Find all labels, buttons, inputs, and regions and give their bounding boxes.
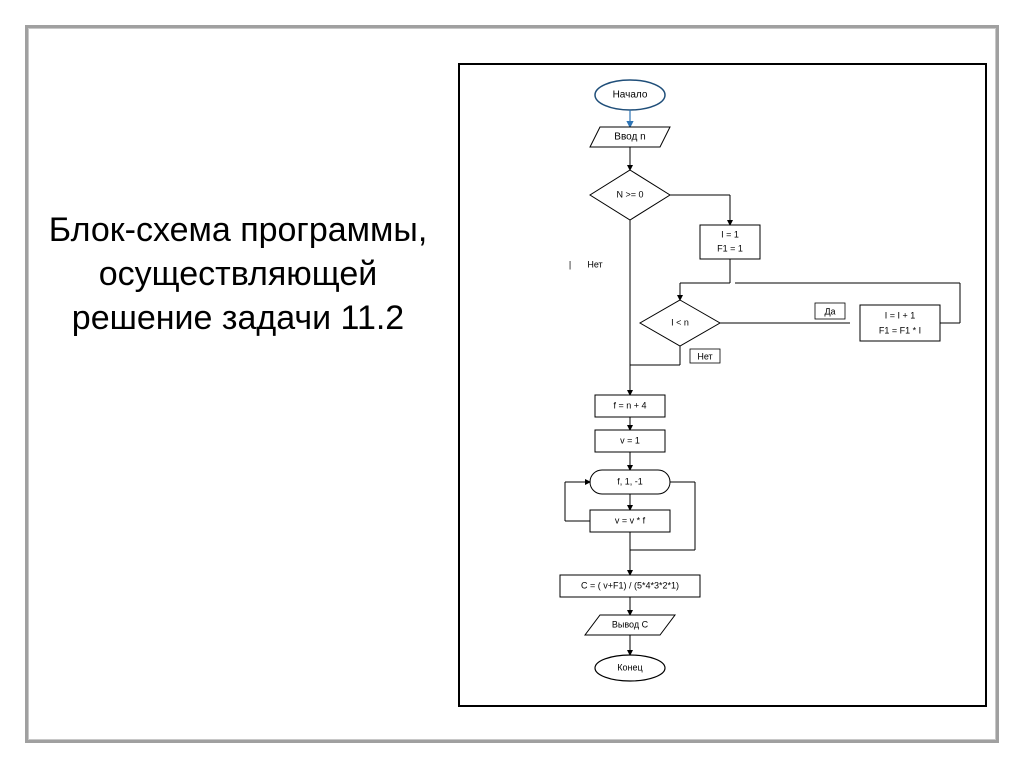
- node-loop1-l2: F1 = F1 * I: [879, 325, 921, 335]
- node-loop-hdr-label: f, 1, -1: [617, 476, 643, 486]
- node-proc-vf-label: v = v * f: [615, 515, 646, 525]
- node-proc-c-label: C = ( v+F1) / (5*4*3*2*1): [581, 580, 679, 590]
- node-input-label: Ввод n: [614, 132, 645, 143]
- node-init-l2: F1 = 1: [717, 243, 743, 253]
- slide-inner-frame: Блок-схема программы, осуществляющей реш…: [25, 25, 999, 743]
- slide-title: Блок-схема программы, осуществляющей реш…: [48, 208, 428, 341]
- label-yes: Да: [824, 306, 835, 316]
- slide: Блок-схема программы, осуществляющей реш…: [0, 0, 1024, 768]
- node-start-label: Начало: [613, 90, 648, 101]
- node-proc-v-label: v = 1: [620, 435, 640, 445]
- label-no2: Нет: [697, 351, 712, 361]
- flowchart-svg: Начало Ввод n N >= 0 I = 1 F1 = 1: [460, 65, 985, 705]
- node-cond1-label: N >= 0: [616, 189, 643, 199]
- node-end-label: Конец: [617, 662, 642, 672]
- node-loop1-l1: I = I + 1: [885, 310, 916, 320]
- node-proc-f-label: f = n + 4: [613, 400, 646, 410]
- node-cond2-label: I < n: [671, 317, 689, 327]
- cursor-mark: |: [569, 259, 571, 269]
- node-output-label: Вывод С: [612, 619, 649, 629]
- node-init-l1: I = 1: [721, 229, 739, 239]
- label-no1: Нет: [587, 259, 602, 269]
- flowchart-frame: Начало Ввод n N >= 0 I = 1 F1 = 1: [458, 63, 987, 707]
